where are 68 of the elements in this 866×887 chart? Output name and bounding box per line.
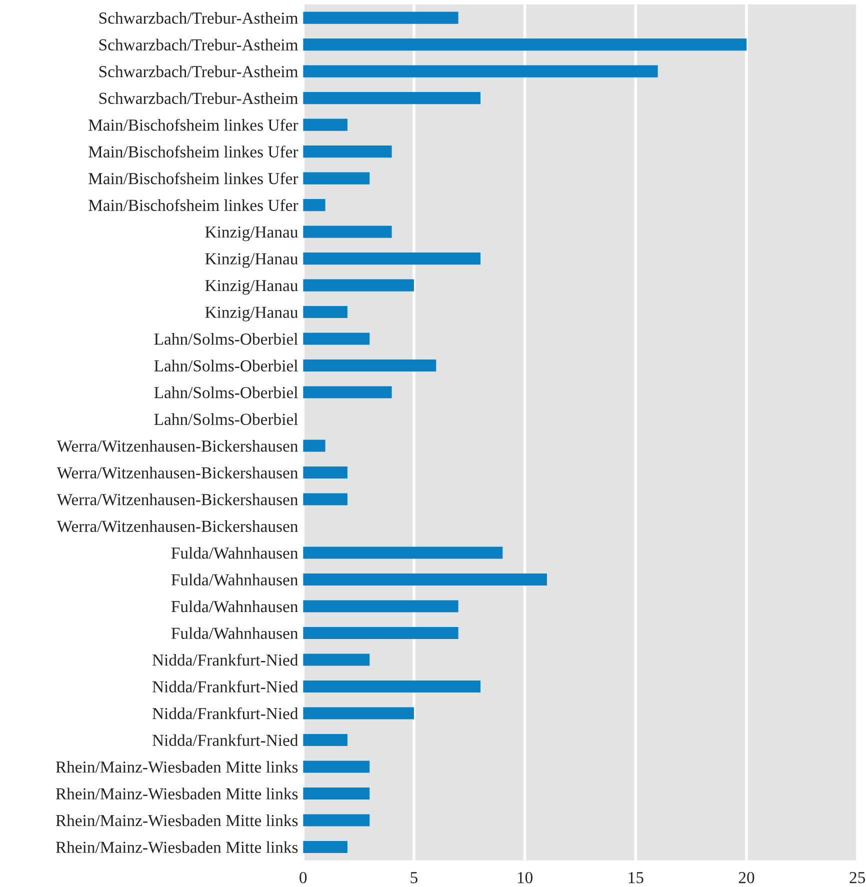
- bar: [303, 546, 503, 559]
- y-tick-label: Rhein/Mainz-Wiesbaden Mitte links: [56, 788, 298, 800]
- y-tick-label: Lahn/Solms-Oberbiel: [154, 386, 298, 398]
- bar: [303, 840, 348, 854]
- y-tick-label: Nidda/Frankfurt-Nied: [152, 654, 298, 666]
- y-tick-label: Lahn/Solms-Oberbiel: [154, 333, 298, 345]
- y-tick-label: Kinzig/Hanau: [205, 226, 298, 242]
- y-tick-label: Fulda/Wahnhausen: [171, 600, 298, 612]
- bar: [303, 574, 547, 586]
- bar: [303, 279, 414, 292]
- y-tick-label: Nidda/Frankfurt-Nied: [152, 680, 298, 692]
- bar: [303, 332, 370, 345]
- y-tick-label: Werra/Witzenhausen-Bickershausen: [56, 466, 298, 479]
- y-tick-label: Kinzig/Hanau: [205, 280, 298, 295]
- bar: [303, 65, 658, 78]
- y-tick-label: Main/Bischofsheim linkes Ufer: [88, 199, 298, 211]
- bar: [303, 788, 370, 800]
- y-tick-label: Rhein/Mainz-Wiesbaden Mitte links: [56, 760, 298, 773]
- y-tick-label: Rhein/Mainz-Wiesbaden Mitte links: [56, 814, 298, 826]
- y-tick-label: Fulda/Wahnhausen: [171, 547, 298, 559]
- x-tick-label: 25: [850, 872, 866, 884]
- y-tick-label: Schwarzbach/Trebur-Astheim: [99, 12, 298, 24]
- bar: [303, 760, 370, 773]
- y-tick-label: Nidda/Frankfurt-Nied: [152, 734, 298, 746]
- x-tick-label: 10: [518, 872, 532, 884]
- bar: [303, 627, 458, 640]
- bar: [303, 306, 348, 318]
- bar: [303, 734, 348, 746]
- x-tick-label: 5: [410, 872, 418, 884]
- y-tick-label: Fulda/Wahnhausen: [171, 574, 298, 586]
- y-tick-label: Main/Bischofsheim linkes Ufer: [88, 118, 298, 131]
- bar: [303, 654, 370, 666]
- bar: [303, 386, 392, 398]
- y-tick-label: Main/Bischofsheim linkes Ufer: [88, 146, 298, 158]
- bar: [303, 466, 348, 479]
- y-tick-label: Nidda/Frankfurt-Nied: [152, 707, 298, 720]
- bar: [303, 12, 458, 24]
- bar: [303, 814, 370, 826]
- bar: [303, 440, 326, 452]
- bar: [303, 226, 392, 238]
- bar: [303, 92, 480, 104]
- y-tick-label: Schwarzbach/Trebur-Astheim: [99, 92, 298, 104]
- bar: [303, 252, 480, 265]
- bar: [303, 680, 480, 693]
- y-tick-label: Lahn/Solms-Oberbiel: [154, 360, 298, 372]
- y-tick-label: Lahn/Solms-Oberbiel: [154, 413, 298, 425]
- bar: [303, 360, 436, 372]
- y-tick-label: Main/Bischofsheim linkes Ufer: [88, 172, 298, 184]
- bar: [303, 707, 414, 720]
- y-tick-label: Kinzig/Hanau: [205, 253, 298, 268]
- bar: [303, 199, 326, 212]
- y-tick-label: Kinzig/Hanau: [205, 306, 298, 322]
- y-tick-label: Schwarzbach/Trebur-Astheim: [99, 66, 298, 78]
- y-tick-label: Werra/Witzenhausen-Bickershausen: [56, 494, 298, 506]
- x-tick-label: 0: [300, 872, 307, 884]
- bar: [303, 600, 458, 612]
- y-tick-label: Werra/Witzenhausen-Bickershausen: [56, 520, 298, 532]
- bar: [303, 38, 746, 51]
- x-tick-label: 15: [628, 872, 644, 884]
- y-tick-label: Schwarzbach/Trebur-Astheim: [99, 38, 298, 51]
- bar: [303, 118, 348, 131]
- bar: [303, 172, 370, 184]
- bar: [303, 146, 392, 158]
- y-tick-label: Werra/Witzenhausen-Bickershausen: [56, 440, 298, 452]
- y-tick-label: Rhein/Mainz-Wiesbaden Mitte links: [56, 841, 298, 854]
- x-tick-label: 20: [738, 872, 754, 884]
- y-tick-label: Fulda/Wahnhausen: [171, 627, 298, 640]
- bar: [303, 493, 348, 506]
